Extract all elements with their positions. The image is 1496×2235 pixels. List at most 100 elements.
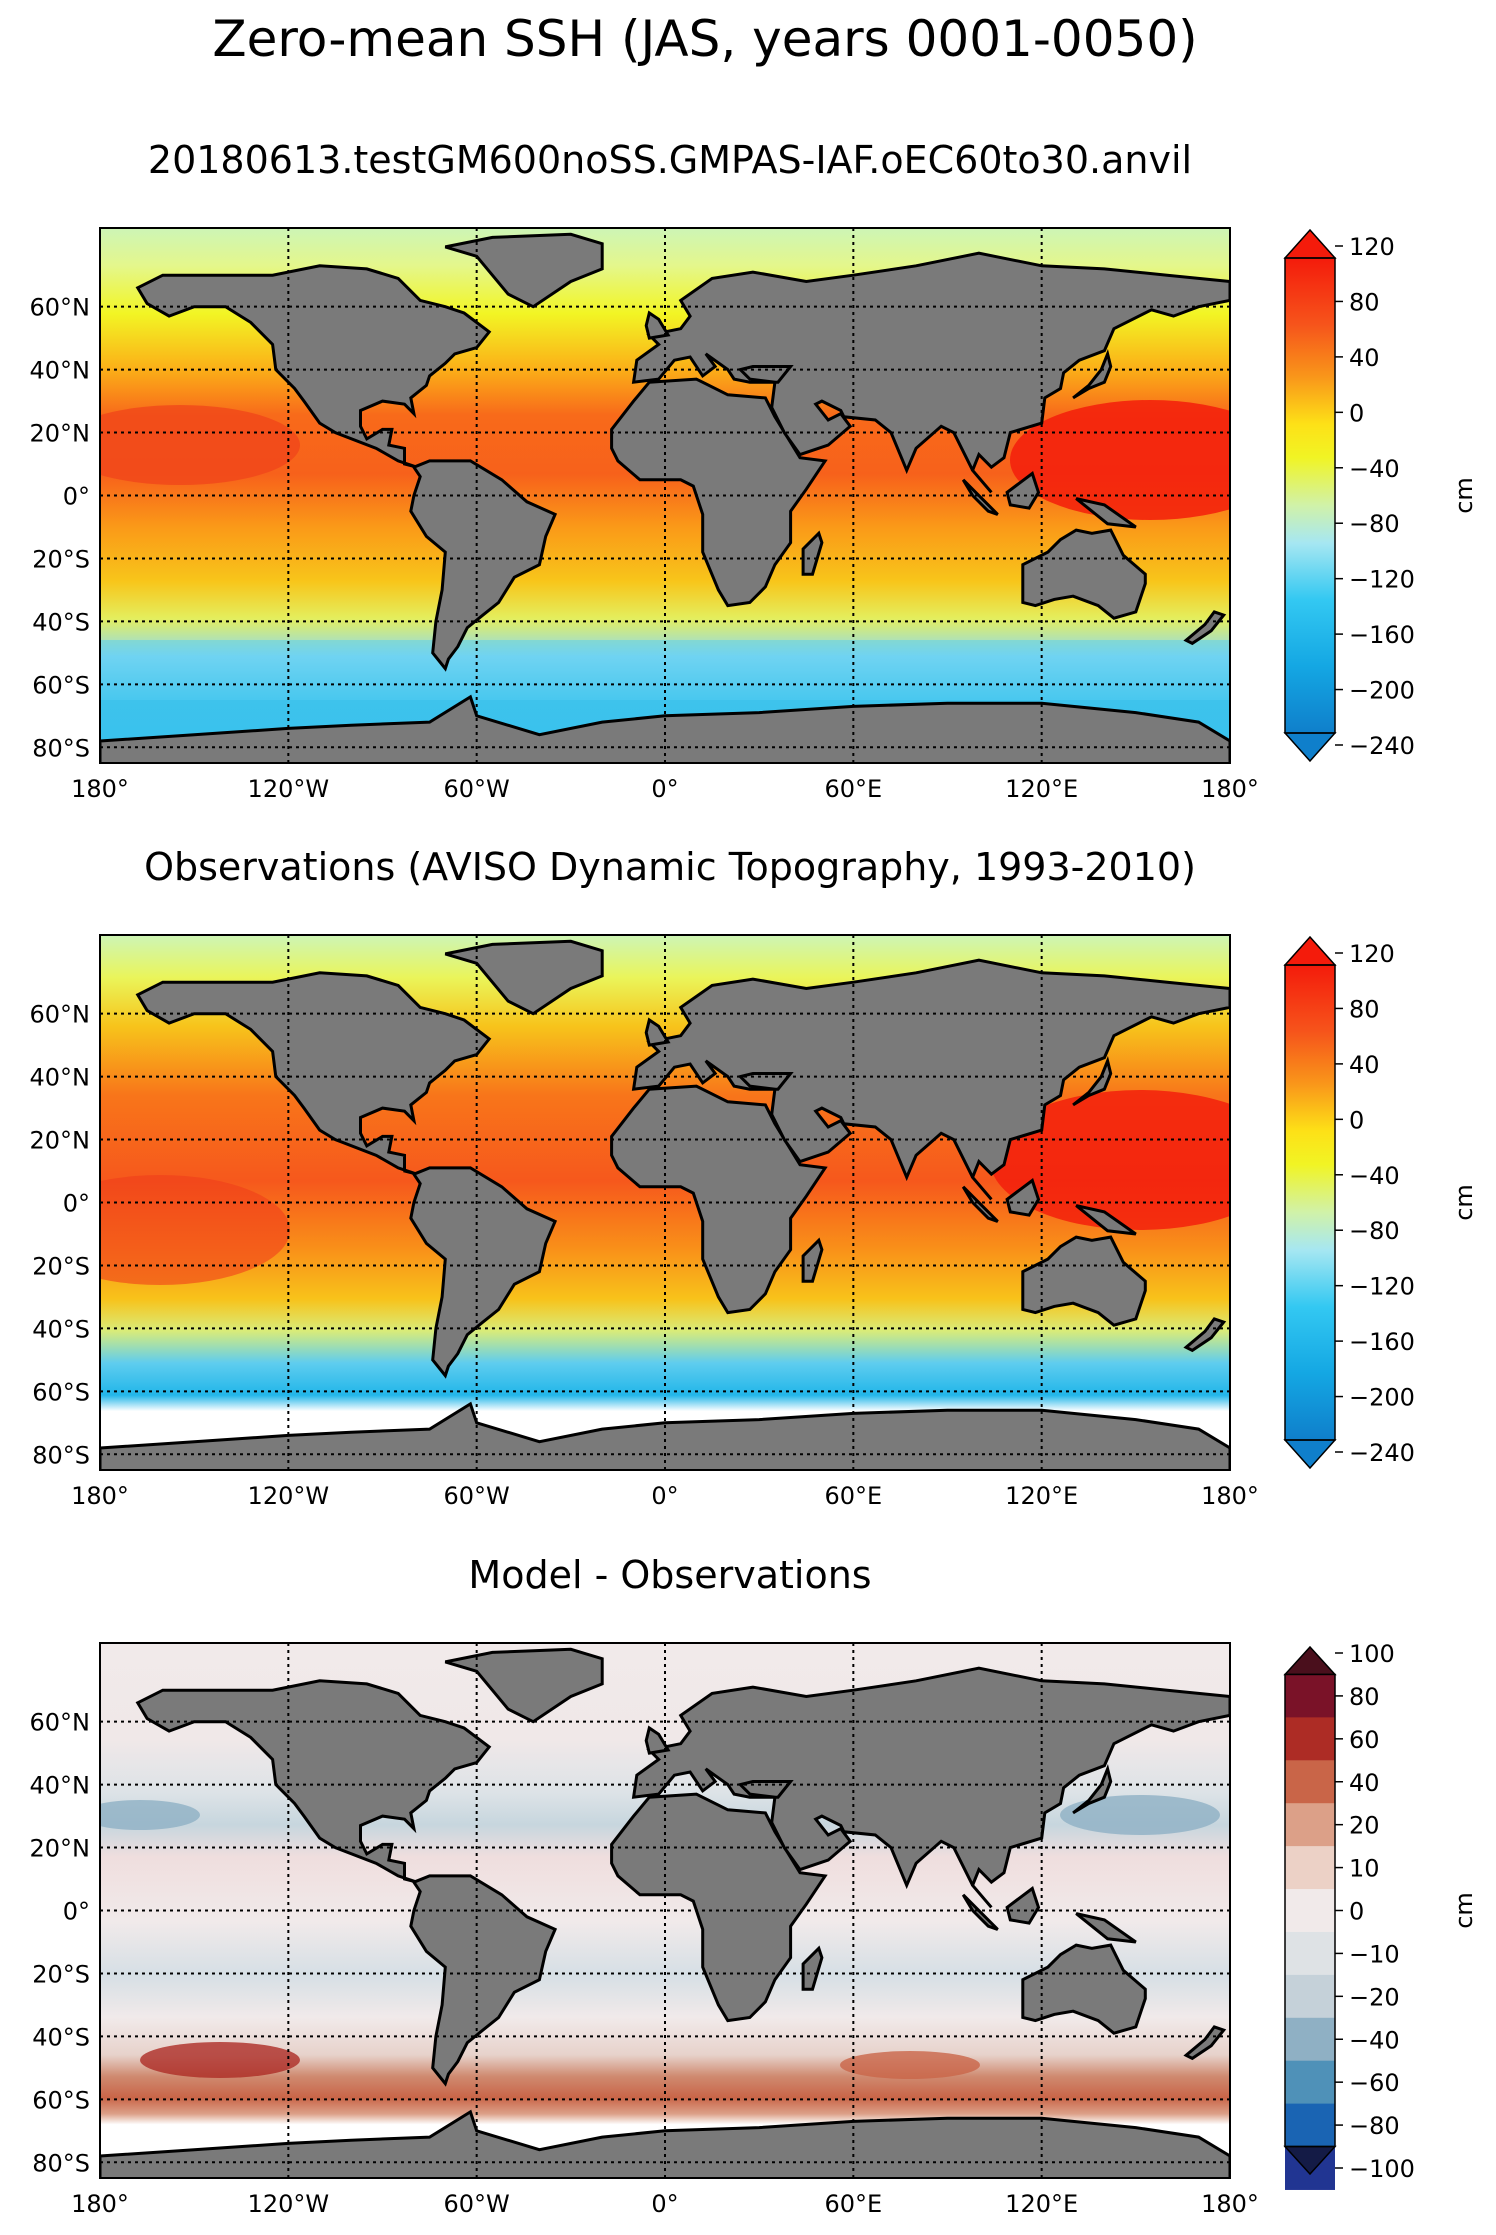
y-tick-label: 60°N — [30, 1709, 91, 1737]
colorbar-bin — [1285, 2060, 1335, 2105]
x-tick-label: 60°E — [824, 775, 882, 803]
colorbar-tick-label: −120 — [1349, 566, 1415, 594]
colorbar-tick-label: −120 — [1349, 1273, 1415, 1301]
colorbar-bin — [1285, 1760, 1335, 1804]
land-mass-12 — [801, 1945, 824, 1991]
x-tick-label: 120°W — [248, 775, 330, 803]
colorbar-extend-min — [1283, 1439, 1337, 1470]
x-tick-label: 60°E — [824, 2190, 882, 2218]
panel-2-colorbar: 120 80 40 0 −40 −80 −120 −160 −200 −240 cm — [1283, 935, 1478, 1470]
colorbar-bin — [1285, 1889, 1335, 1933]
colorbar-tick-label: 120 — [1349, 940, 1395, 968]
x-tick-label: 0° — [651, 775, 678, 803]
colorbar-tick-label: −160 — [1349, 1328, 1415, 1356]
colorbar-tick-label: 40 — [1349, 1769, 1380, 1797]
colorbar-tick-label: 0 — [1349, 1898, 1364, 1926]
x-tick-label: 180° — [1201, 775, 1259, 803]
land-mass-1 — [444, 232, 604, 309]
axes-frame — [99, 1642, 1231, 2179]
land-mass-1 — [444, 1647, 604, 1724]
land-mass-3 — [610, 1792, 828, 2023]
y-tick-label: 40°S — [32, 1315, 90, 1343]
y-tick-label: 0° — [63, 1898, 90, 1926]
y-tick-label: 20°N — [30, 1127, 91, 1155]
land-mass-8 — [961, 478, 999, 516]
y-tick-label: 60°N — [30, 1001, 91, 1029]
y-tick-label: 80°S — [32, 734, 90, 762]
land-mass-8 — [961, 1185, 999, 1223]
x-tick-label: 180° — [71, 2190, 129, 2218]
land-mass-13 — [1183, 610, 1227, 646]
colorbar-tick-label: −200 — [1349, 677, 1415, 705]
x-tick-label: 60°W — [444, 1482, 510, 1510]
colorbar-tick-label: −20 — [1349, 1983, 1400, 2011]
colorbar-bin — [1285, 1803, 1335, 1847]
land-mass-5 — [1021, 1943, 1147, 2035]
x-tick-label: 180° — [71, 1482, 129, 1510]
land-mass-10 — [1072, 1764, 1113, 1815]
colorbar-tick-label: −40 — [1349, 455, 1400, 483]
land-mass-12 — [801, 1237, 824, 1283]
colorbar-tick-label: 40 — [1349, 344, 1380, 372]
panel-1-colorbar: 120 80 40 0 −40 −80 −120 −160 −200 −240 cm — [1283, 228, 1478, 763]
colorbar-tick-label: −40 — [1349, 1162, 1400, 1190]
x-tick-label: 60°E — [824, 1482, 882, 1510]
colorbar-tick-label: −160 — [1349, 621, 1415, 649]
colorbar-tick-label: 120 — [1349, 233, 1395, 261]
land-mass-2 — [409, 1874, 558, 2087]
colorbar-bin — [1285, 1674, 1335, 1718]
colorbar-tick-label: −240 — [1349, 732, 1415, 760]
land-mass-2 — [409, 459, 558, 672]
panel-2-title: Observations (AVISO Dynamic Topography, … — [144, 845, 1196, 889]
colorbar-tick-label: 60 — [1349, 1726, 1380, 1754]
colorbar-bin — [1285, 1717, 1335, 1761]
x-tick-label: 60°W — [444, 775, 510, 803]
y-tick-label: 20°N — [30, 1835, 91, 1863]
y-tick-label: 0° — [63, 1190, 90, 1218]
colorbar-extend-max — [1283, 935, 1337, 966]
land-mass-7 — [1005, 1886, 1041, 1925]
land-mass-9 — [1075, 497, 1137, 529]
colorbar-bin — [1285, 2103, 1335, 2148]
land-mass-2 — [409, 1166, 558, 1379]
colorbar-tick-label: −80 — [1349, 1217, 1400, 1245]
land-mass-4 — [631, 251, 1230, 494]
y-tick-label: 80°S — [32, 1441, 90, 1469]
colorbar-extend-max — [1283, 1645, 1337, 1676]
colorbar-tick-label: −100 — [1349, 2155, 1415, 2183]
colorbar-tick-label: 10 — [1349, 1855, 1380, 1883]
land-mass-12 — [801, 530, 824, 576]
land-mass-7 — [1005, 471, 1041, 510]
colorbar-label: cm — [1450, 1892, 1478, 1929]
land-mass-3 — [610, 1084, 828, 1315]
panel-2-axes: 180° 120°W 60°W 0° 60°E 120°E 180° 60°N 40°N 20°N… — [30, 934, 1259, 1510]
land-mass-3 — [610, 377, 828, 608]
colorbar-tick-label: 80 — [1349, 1683, 1380, 1711]
y-tick-label: 40°N — [30, 357, 91, 385]
x-tick-label: 0° — [651, 2190, 678, 2218]
y-tick-label: 20°S — [32, 1252, 90, 1280]
colorbar-tick-label: −80 — [1349, 2112, 1400, 2140]
x-tick-label: 180° — [1201, 2190, 1259, 2218]
y-tick-label: 20°N — [30, 420, 91, 448]
y-tick-label: 20°S — [32, 1960, 90, 1988]
x-tick-label: 120°W — [248, 2190, 330, 2218]
x-tick-label: 120°E — [1005, 1482, 1078, 1510]
y-tick-label: 40°S — [32, 2023, 90, 2051]
y-tick-label: 20°S — [32, 545, 90, 573]
land-mass-10 — [1072, 1056, 1113, 1107]
land-mass-8 — [961, 1893, 999, 1931]
y-tick-label: 40°N — [30, 1772, 91, 1800]
y-tick-label: 60°S — [32, 671, 90, 699]
panel-1-title: 20180613.testGM600noSS.GMPAS-IAF.oEC60to… — [147, 138, 1193, 182]
land-mass-4 — [631, 958, 1230, 1201]
x-tick-label: 60°W — [444, 2190, 510, 2218]
colorbar-tick-label: 80 — [1349, 288, 1380, 316]
colorbar-tick-label: −60 — [1349, 2069, 1400, 2097]
panel-3-axes: 180° 120°W 60°W 0° 60°E 120°E 180° 60°N 40°N 20°N… — [30, 1642, 1259, 2218]
colorbar-tick-label: −240 — [1349, 1439, 1415, 1467]
land-mass-13 — [1183, 1317, 1227, 1353]
panel-1-axes: 180° 120°W 60°W 0° 60°E 120°E 180° 60°N 40°N 20°N… — [30, 227, 1259, 803]
